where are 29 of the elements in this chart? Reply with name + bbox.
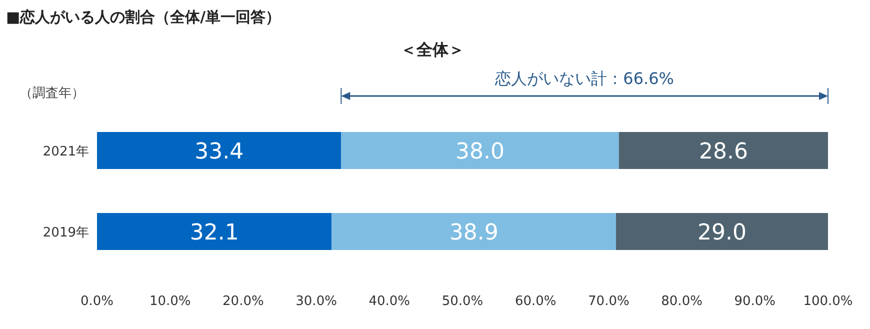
bar <box>616 213 828 250</box>
chart-subtitle: ＜全体＞ <box>400 40 464 59</box>
data-label: 38.9 <box>449 220 498 246</box>
data-label: 29.0 <box>698 220 746 246</box>
x-tick-label: 40.0% <box>368 294 410 309</box>
x-tick-label: 30.0% <box>296 294 337 309</box>
x-tick-label: 10.0% <box>149 294 191 309</box>
chart-title: ■恋人がいる人の割合（全体/単一回答） <box>6 8 281 26</box>
x-tick-label: 80.0% <box>661 294 702 309</box>
data-label: 28.6 <box>698 140 748 164</box>
x-tick-label: 60.0% <box>514 294 556 309</box>
text: 恋人がいない計：66.6% <box>494 69 674 88</box>
bar <box>341 132 619 169</box>
bar <box>97 213 332 250</box>
bar <box>332 213 616 250</box>
x-tick-label: 0.0% <box>80 294 114 309</box>
data-label: 32.1 <box>190 220 239 246</box>
x-tick-label: 100.0% <box>803 294 853 309</box>
bar <box>97 132 342 169</box>
bar <box>618 132 828 169</box>
y-tick-label: 2019年 <box>42 226 89 240</box>
y-axis-title: （調査年） <box>20 86 84 101</box>
x-tick-label: 20.0% <box>222 294 264 309</box>
x-tick-label: 90.0% <box>734 294 776 309</box>
x-tick-label: 70.0% <box>588 294 630 309</box>
x-tick-label: 50.0% <box>442 294 484 309</box>
y-tick-label: 2021年 <box>42 144 89 160</box>
data-label: 38.0 <box>456 140 505 164</box>
data-label: 33.4 <box>194 140 244 164</box>
